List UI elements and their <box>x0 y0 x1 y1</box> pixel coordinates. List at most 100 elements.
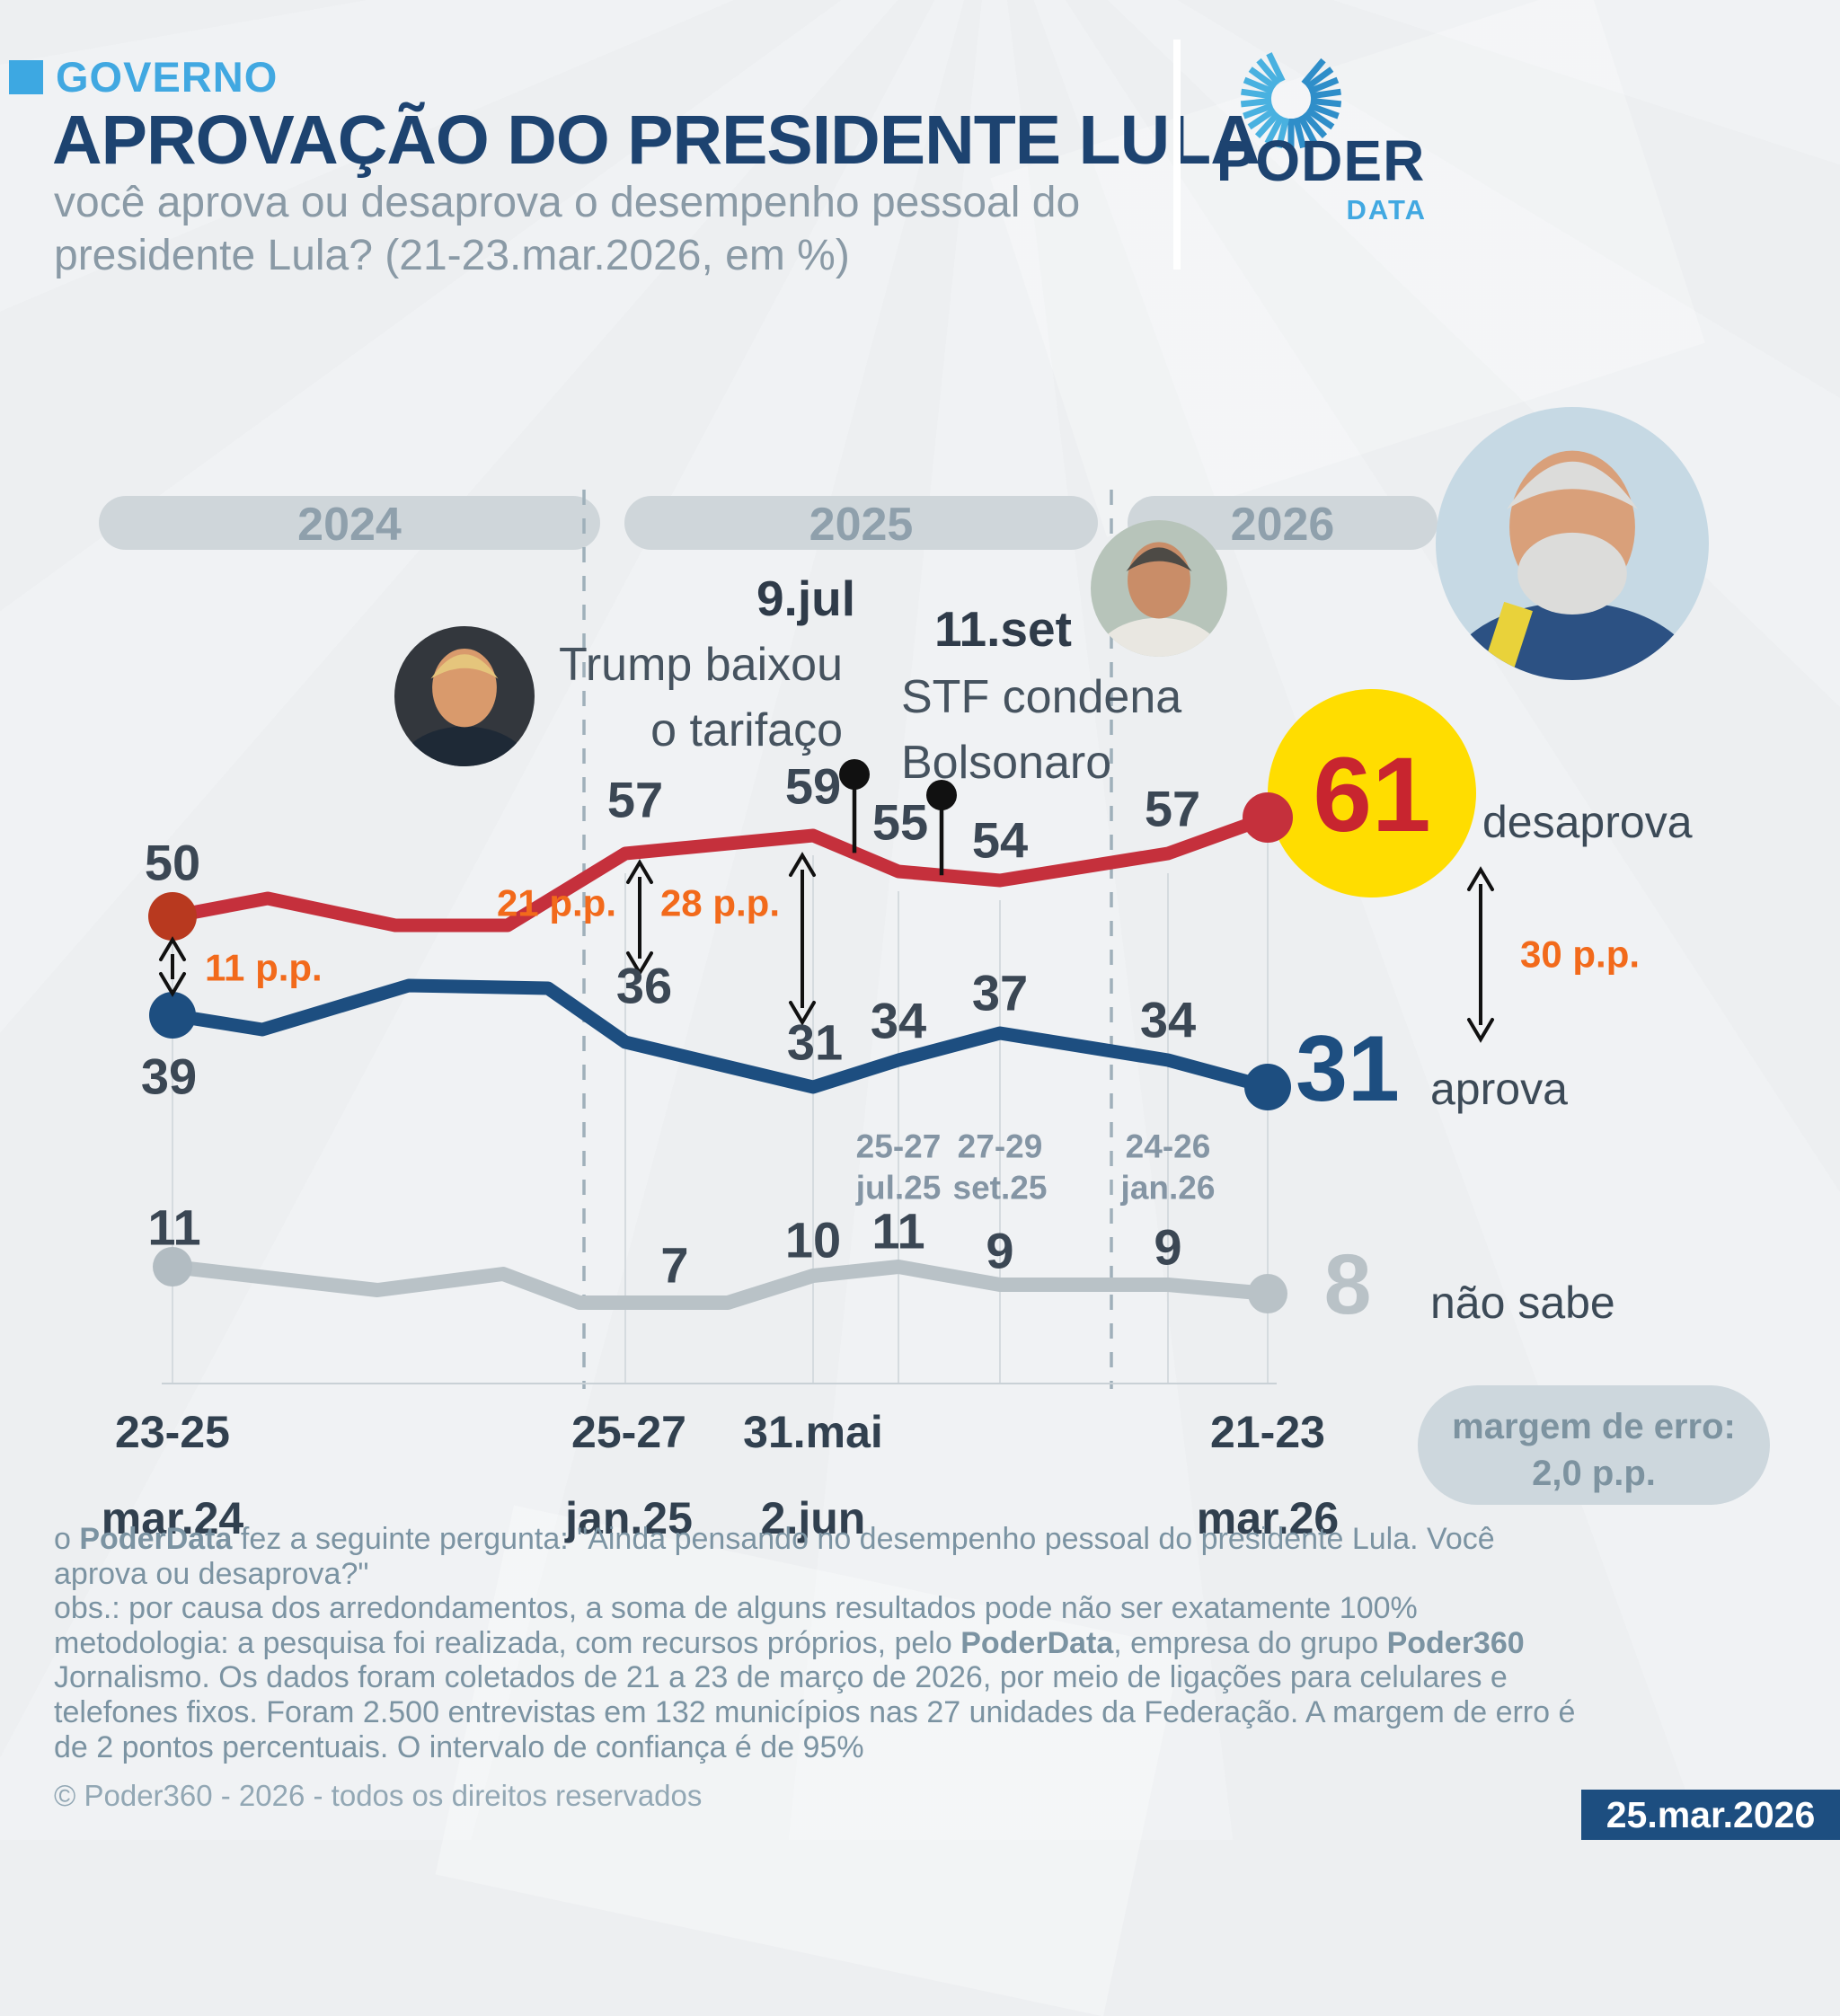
year-band-label: 2024 <box>297 499 402 551</box>
value-label: 59 <box>785 758 841 815</box>
sunburst-ray <box>1308 102 1340 119</box>
gap-arrowhead-icon <box>159 936 186 961</box>
value-label: 57 <box>607 772 663 828</box>
photo-content <box>1436 407 1709 680</box>
logo-sub-wordmark: DATA <box>1346 194 1427 225</box>
page-subtitle: você aprova ou desaprova o desempenho pe… <box>54 176 1080 282</box>
big-end-value-label: 8 <box>1324 1237 1372 1332</box>
big-end-value-label: 31 <box>1296 1017 1400 1121</box>
sunburst-ray <box>1302 111 1328 138</box>
kicker-square-icon <box>9 59 43 94</box>
value-label: 36 <box>616 958 672 1014</box>
sunburst-ray <box>1256 57 1281 86</box>
page-subtitle-line1: você aprova ou desaprova o desempenho pe… <box>54 179 1081 226</box>
approval-line-chart: 2024 2025 2026 9.jul Trump baixou o tarifaço 1… <box>99 407 1770 1543</box>
axis-sublabel-line1: 27-29 <box>958 1128 1043 1165</box>
methodology-line: de 2 pontos percentuais. O intervalo de … <box>54 1729 864 1764</box>
photo-shoulders <box>1093 617 1225 657</box>
value-label: 34 <box>1140 992 1196 1048</box>
series-line-desaprova <box>165 810 1275 933</box>
value-label: 31 <box>787 1014 843 1071</box>
event-pin-icon <box>839 759 870 790</box>
sunburst-ray <box>1310 88 1341 100</box>
photo-hair <box>1507 461 1638 509</box>
gap-arrowhead-icon <box>789 1001 816 1026</box>
sunburst-ray <box>1264 114 1285 146</box>
axis-label-line2: 2.jun <box>761 1493 866 1543</box>
publication-date-badge: 25.mar.2026 <box>1581 1790 1840 1840</box>
axis-label-line1: 21-23 <box>1210 1407 1325 1457</box>
margin-of-error-line1: margem de erro: <box>1452 1407 1736 1446</box>
value-label: 55 <box>872 794 928 851</box>
copyright-line: © Poder360 - 2026 - todos os direitos re… <box>54 1779 703 1812</box>
gap-arrowhead-icon <box>789 852 816 877</box>
header-divider <box>1173 40 1181 270</box>
sunburst-ray <box>1308 76 1340 95</box>
axis-sublabel-line2: jan.26 <box>1120 1170 1216 1207</box>
series-line-aprova <box>165 978 1275 1094</box>
series-legend-label: não sabe <box>1430 1278 1615 1328</box>
axis-sublabel-line1: 24-26 <box>1126 1128 1211 1165</box>
series-start-dot <box>149 992 196 1039</box>
gap-annotation-label: 11 p.p. <box>205 947 323 989</box>
logo-wordmark: PODER <box>1216 128 1426 193</box>
value-label: 11 <box>871 1203 924 1260</box>
sunburst-ray <box>1292 117 1306 149</box>
margin-of-error-line2: 2,0 p.p. <box>1532 1454 1656 1493</box>
gap-arrowhead-icon <box>626 951 653 977</box>
methodology-line: Jornalismo. Os dados foram coletados de … <box>54 1660 1508 1695</box>
gap-annotation-label: 28 p.p. <box>660 882 780 924</box>
highlight-circle <box>1268 689 1476 897</box>
background-rays <box>0 0 1840 1840</box>
sunburst-ray <box>1301 57 1326 86</box>
value-label: 9 <box>1154 1219 1181 1276</box>
series-start-dot <box>153 1247 192 1287</box>
header-kicker-row: GOVERNO <box>9 52 278 102</box>
photo-hair <box>430 654 499 679</box>
value-label: 10 <box>785 1212 841 1269</box>
event-date: 9.jul <box>756 570 855 626</box>
axis-sublabel-line2: jul.25 <box>855 1170 942 1207</box>
page-subtitle-line2: presidente Lula? (21-23.mar.2026, em %) <box>54 232 850 279</box>
series-legend-label: desaprova <box>1482 797 1693 847</box>
series-start-dot <box>148 892 197 941</box>
axis-label-line2: mar.26 <box>1197 1493 1339 1543</box>
lula-photo <box>1436 407 1709 680</box>
kicker-label: GOVERNO <box>56 53 279 101</box>
axis-label-line1: 25-27 <box>571 1407 686 1457</box>
value-label: 11 <box>147 1199 200 1256</box>
year-band <box>99 496 600 550</box>
margin-of-error-pill <box>1418 1385 1770 1505</box>
sunburst-logo-icon <box>1240 52 1342 149</box>
value-label: 34 <box>871 993 926 1049</box>
value-label: 39 <box>141 1048 197 1105</box>
year-band <box>1128 496 1438 550</box>
sunburst-ray <box>1297 114 1318 146</box>
axis-label-line1: 31.mai <box>743 1407 883 1457</box>
event-date: 11.set <box>934 601 1072 657</box>
event-text: Trump baixou <box>559 639 843 691</box>
sunburst-ray <box>1240 97 1272 108</box>
series-line-nao-sabe <box>165 1260 1275 1310</box>
sunburst-ray <box>1243 102 1274 119</box>
bolsonaro-photo <box>1091 520 1227 657</box>
methodology-line: obs.: por causa dos arredondamentos, a s… <box>54 1591 1418 1626</box>
event-text: STF condena <box>901 671 1181 723</box>
gap-annotation-label: 21 p.p. <box>497 882 616 924</box>
year-band-label: 2026 <box>1231 499 1335 551</box>
year-band <box>624 496 1098 550</box>
event-text: Bolsonaro <box>901 737 1111 789</box>
photo-shoulders <box>1442 602 1703 680</box>
methodology-line: telefones fixos. Foram 2.500 entrevistas… <box>54 1694 1576 1729</box>
sunburst-ray <box>1305 66 1334 90</box>
value-label: 54 <box>972 812 1028 869</box>
page-title: APROVAÇÃO DO PRESIDENTE LULA <box>52 102 1261 179</box>
series-end-dot <box>1243 792 1293 843</box>
photo-beard <box>1517 532 1627 615</box>
methodology-line: aprova ou desaprova?" <box>54 1556 369 1591</box>
event-text: o tarifaço <box>650 704 843 756</box>
sunburst-ray <box>1254 111 1280 138</box>
poderdata-logo: PODER DATA <box>1204 36 1438 225</box>
photo-content <box>1091 520 1227 657</box>
value-label: 57 <box>1145 781 1200 837</box>
